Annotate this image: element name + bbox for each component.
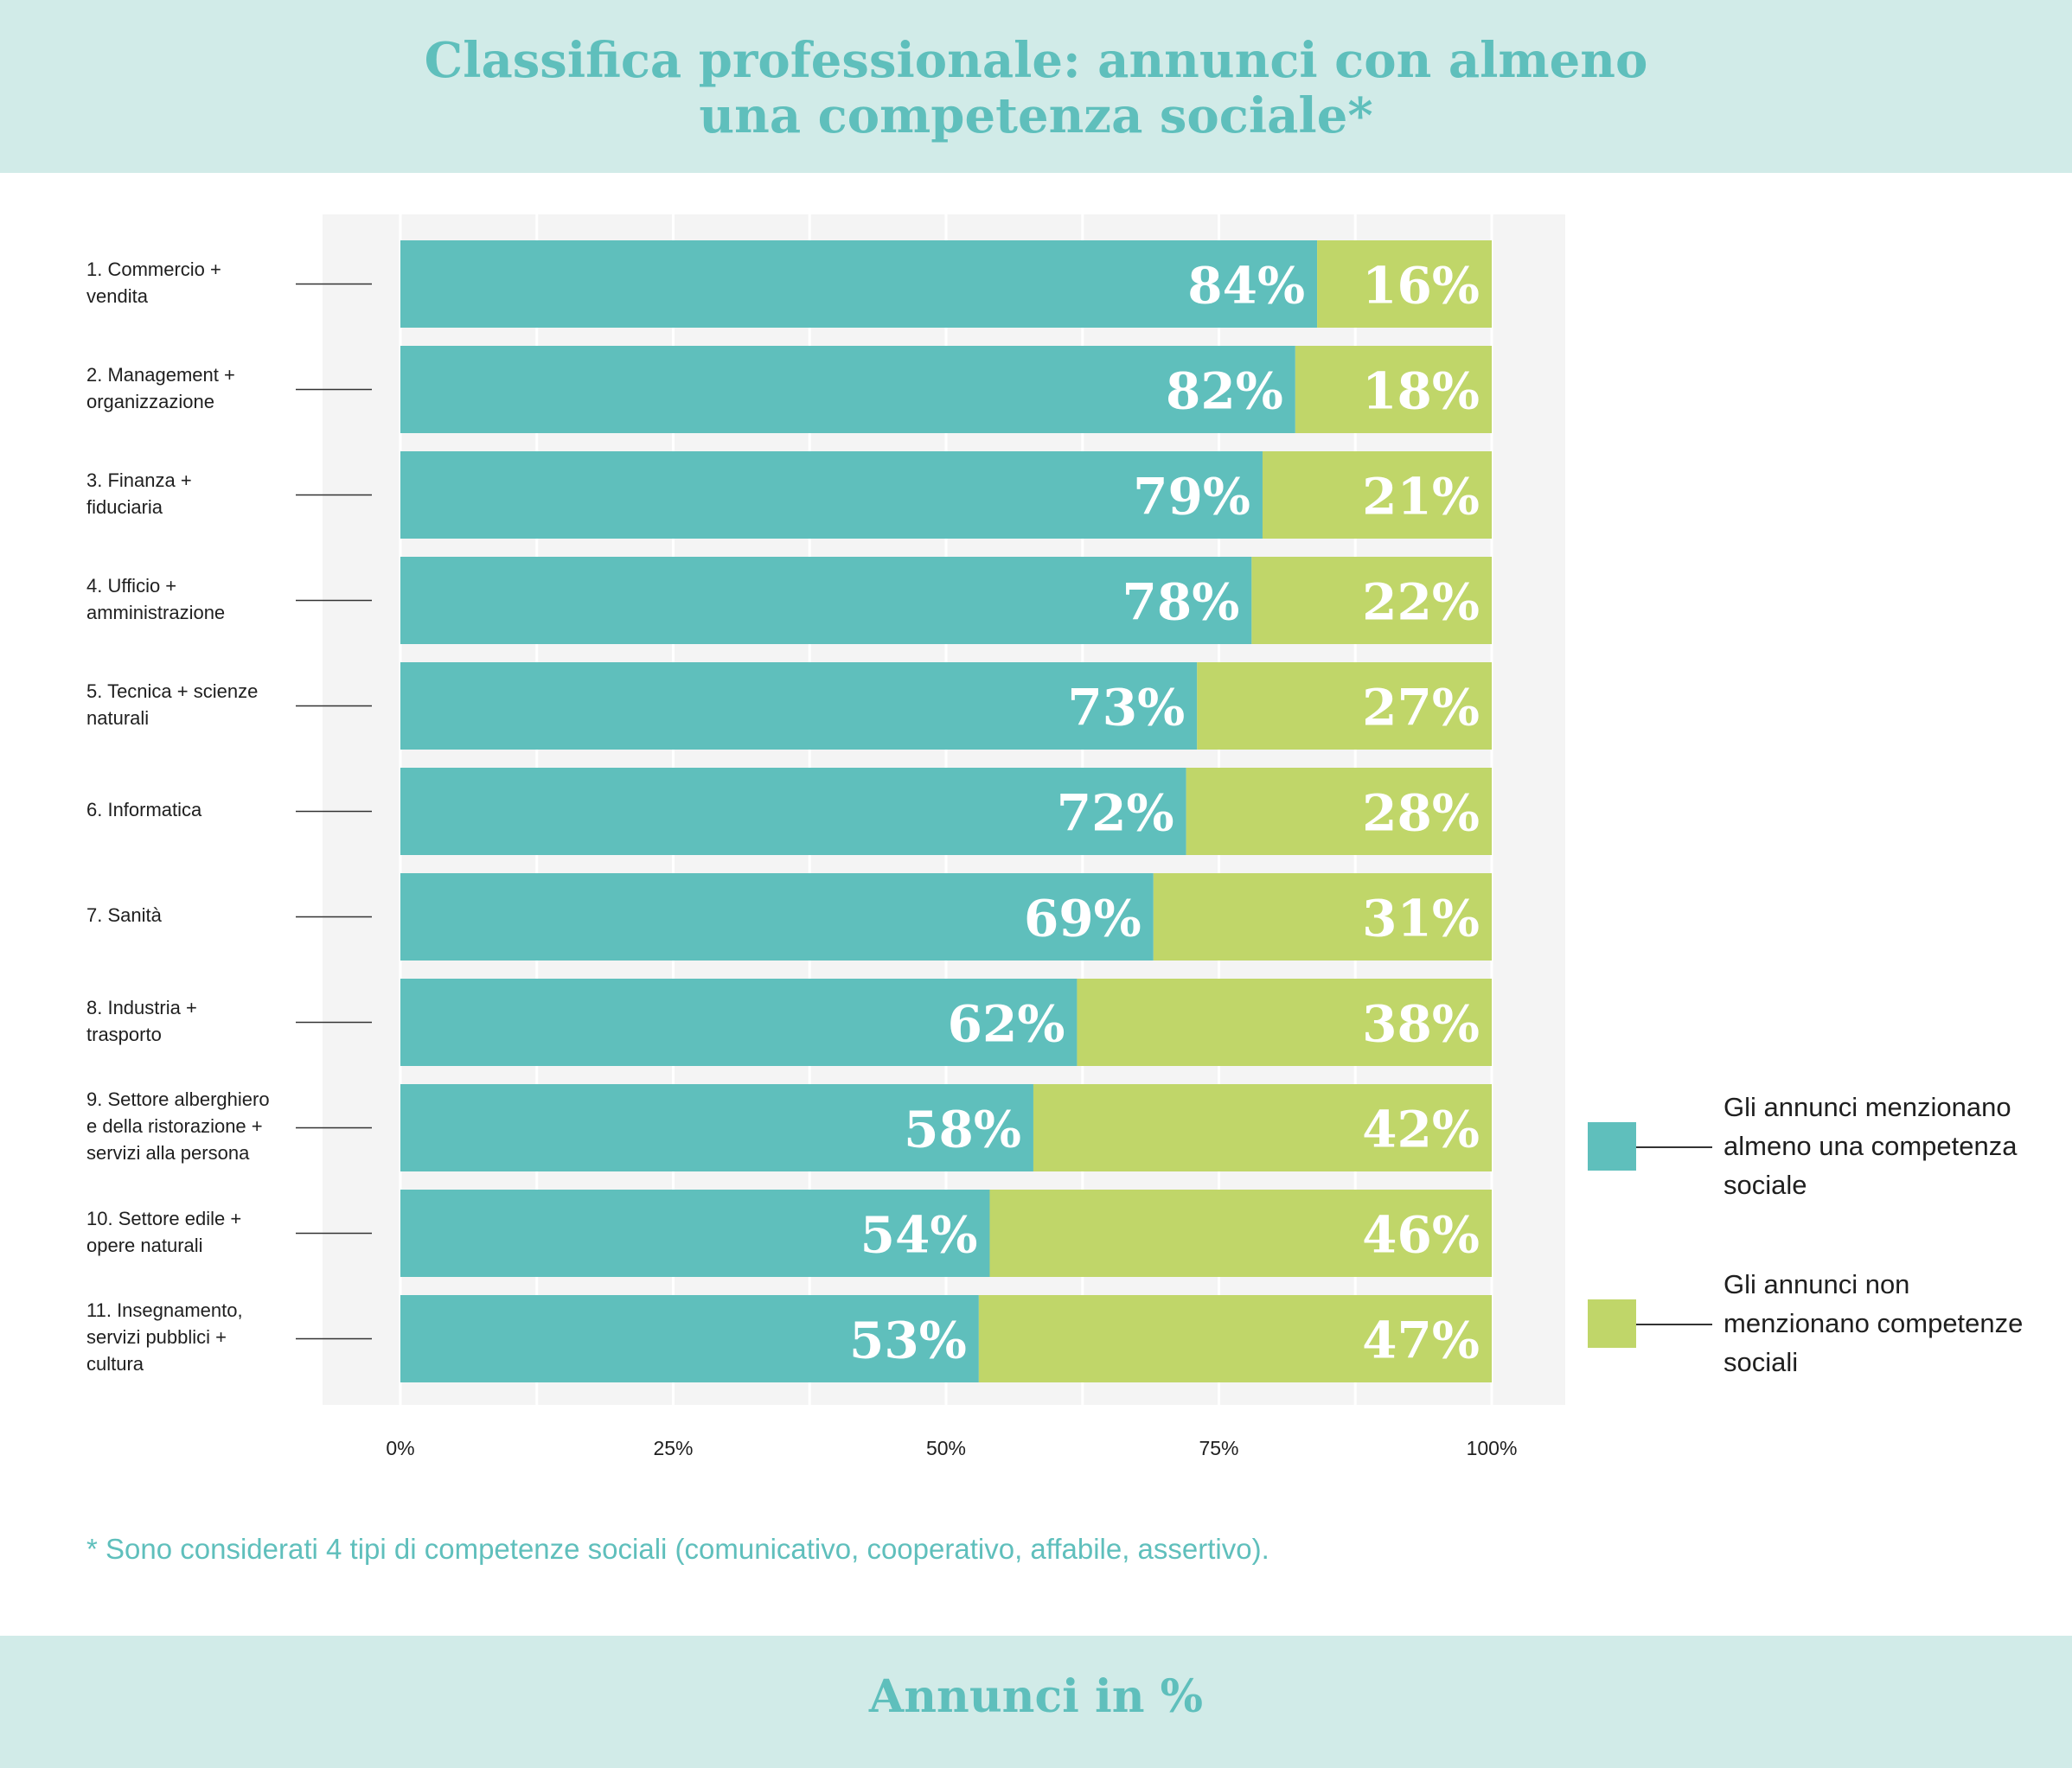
- x-tick-label: 75%: [1199, 1437, 1238, 1459]
- category-label: 4. Ufficio + amministrazione: [86, 574, 226, 623]
- bar-with-social-skills: [400, 240, 1318, 328]
- footnote: * Sono considerati 4 tipi di competenze …: [86, 1533, 1269, 1565]
- title-band: Classifica professionale: annunci con al…: [0, 0, 2072, 173]
- bar-without-social-skills: [1317, 240, 1492, 328]
- category-label: 11. Insegnamento, servizi pubblici + cul…: [86, 1299, 243, 1375]
- data-label: 78%: [1122, 573, 1240, 632]
- stacked-bar-chart: 0% 25% 50% 75% 100% 84% 16% 82% 18% 79% 21% 78% 22% 7…: [296, 214, 1565, 1459]
- bar-without-social-skills: [1033, 1084, 1492, 1171]
- data-label: 72%: [1057, 784, 1174, 843]
- data-label: 53%: [849, 1312, 967, 1370]
- bar-with-social-skills: [400, 1190, 990, 1277]
- data-label: 82%: [1166, 362, 1283, 421]
- category-label: 5. Tecnica + scienze naturali: [86, 680, 259, 729]
- data-label: 38%: [1362, 995, 1480, 1054]
- category-label: 6. Informatica: [86, 799, 202, 820]
- x-tick-label: 50%: [926, 1437, 966, 1459]
- legend-label: Gli annunci non menzionano competenze so…: [1723, 1269, 2024, 1377]
- footer-band: Annunci in %: [0, 1636, 2072, 1768]
- bar-without-social-skills: [989, 1190, 1492, 1277]
- data-label: 42%: [1362, 1101, 1480, 1159]
- bar-with-social-skills: [400, 346, 1295, 433]
- category-label: 8. Industria + trasporto: [86, 996, 197, 1045]
- category-label: 7. Sanità: [86, 904, 162, 926]
- data-label: 62%: [948, 995, 1065, 1054]
- legend-label: Gli annunci menzionano almeno una compet…: [1723, 1092, 2018, 1200]
- bar-with-social-skills: [400, 451, 1263, 539]
- bar-with-social-skills: [400, 557, 1252, 644]
- category-label: 9. Settore alberghiero e della ristorazi…: [86, 1088, 270, 1164]
- bar-without-social-skills: [1153, 873, 1492, 961]
- category-label: 2. Management + organizzazione: [86, 363, 235, 412]
- data-label: 54%: [860, 1206, 978, 1265]
- x-tick-label: 0%: [386, 1437, 414, 1459]
- data-label: 16%: [1362, 257, 1480, 316]
- data-label: 31%: [1362, 890, 1480, 948]
- chart-title: Classifica professionale: annunci con al…: [424, 32, 1648, 144]
- bar-without-social-skills: [1077, 979, 1492, 1066]
- legend-leader-line: [1636, 1324, 1712, 1325]
- x-tick-label: 100%: [1467, 1437, 1518, 1459]
- bar-with-social-skills: [400, 662, 1198, 750]
- data-label: 46%: [1362, 1206, 1480, 1265]
- data-label: 84%: [1187, 257, 1305, 316]
- bar-without-social-skills: [978, 1295, 1492, 1382]
- bar-without-social-skills: [1262, 451, 1492, 539]
- x-tick-label: 25%: [653, 1437, 693, 1459]
- data-label: 47%: [1362, 1312, 1480, 1370]
- units-label: Annunci in %: [868, 1670, 1204, 1723]
- bar-with-social-skills: [400, 1084, 1033, 1171]
- bar-with-social-skills: [400, 768, 1186, 855]
- data-label: 79%: [1133, 468, 1250, 527]
- bar-with-social-skills: [400, 873, 1154, 961]
- bar-without-social-skills: [1197, 662, 1492, 750]
- data-label: 22%: [1362, 573, 1480, 632]
- data-label: 21%: [1362, 468, 1480, 527]
- category-label: 1. Commercio + vendita: [86, 258, 221, 307]
- data-label: 28%: [1362, 784, 1480, 843]
- legend-swatch-social: [1588, 1122, 1636, 1171]
- bar-without-social-skills: [1295, 346, 1492, 433]
- data-label: 18%: [1362, 362, 1480, 421]
- data-label: 27%: [1362, 679, 1480, 737]
- legend-swatch-non-social: [1588, 1299, 1636, 1348]
- bar-with-social-skills: [400, 1295, 979, 1382]
- bar-with-social-skills: [400, 979, 1078, 1066]
- category-label: 10. Settore edile + opere naturali: [86, 1207, 242, 1256]
- legend-leader-line: [1636, 1146, 1712, 1148]
- data-label: 69%: [1024, 890, 1142, 948]
- category-label: 3. Finanza + fiduciaria: [86, 469, 192, 518]
- data-label: 73%: [1067, 679, 1185, 737]
- data-label: 58%: [904, 1101, 1021, 1159]
- bar-without-social-skills: [1251, 557, 1492, 644]
- bar-without-social-skills: [1186, 768, 1492, 855]
